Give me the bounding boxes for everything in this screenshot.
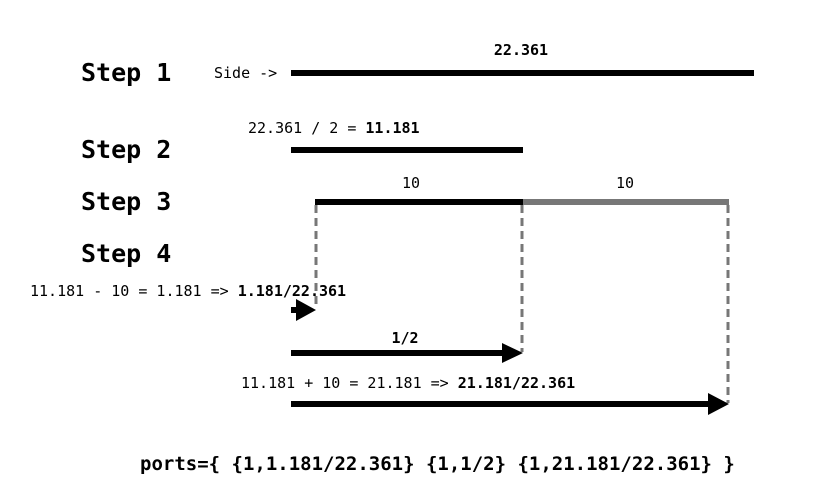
half-length-formula: 22.361 / 2 = bbox=[248, 119, 365, 137]
side-length-label: 22.361 bbox=[494, 41, 548, 59]
segment-black-label: 10 bbox=[402, 174, 420, 192]
port-2-label: 1/2 bbox=[391, 329, 418, 347]
port-3-formula: 11.181 + 10 = 21.181 => bbox=[241, 374, 458, 392]
segment-gray-label: 10 bbox=[616, 174, 634, 192]
port-3-arrow-head bbox=[708, 393, 729, 415]
port-1-arrow-head bbox=[296, 299, 316, 321]
side-label: Side -> bbox=[214, 64, 277, 82]
port-3-result: 21.181/22.361 bbox=[458, 374, 575, 392]
half-length-result: 11.181 bbox=[365, 119, 419, 137]
step-4-label: Step 4 bbox=[81, 239, 171, 268]
port-2-arrow-head bbox=[502, 343, 523, 363]
step-2-label: Step 2 bbox=[81, 135, 171, 164]
port-1-formula: 11.181 - 10 = 1.181 => bbox=[30, 282, 238, 300]
step-3-label: Step 3 bbox=[81, 187, 171, 216]
port-1-expression: 11.181 - 10 = 1.181 => 1.181/22.361 bbox=[30, 282, 346, 300]
ports-result: ports={ {1,1.181/22.361} {1,1/2} {1,21.1… bbox=[140, 453, 735, 475]
step-1-label: Step 1 bbox=[81, 58, 171, 87]
port-3-expression: 11.181 + 10 = 21.181 => 21.181/22.361 bbox=[241, 374, 575, 392]
half-length-expression: 22.361 / 2 = 11.181 bbox=[248, 119, 420, 137]
port-1-result: 1.181/22.361 bbox=[238, 282, 346, 300]
